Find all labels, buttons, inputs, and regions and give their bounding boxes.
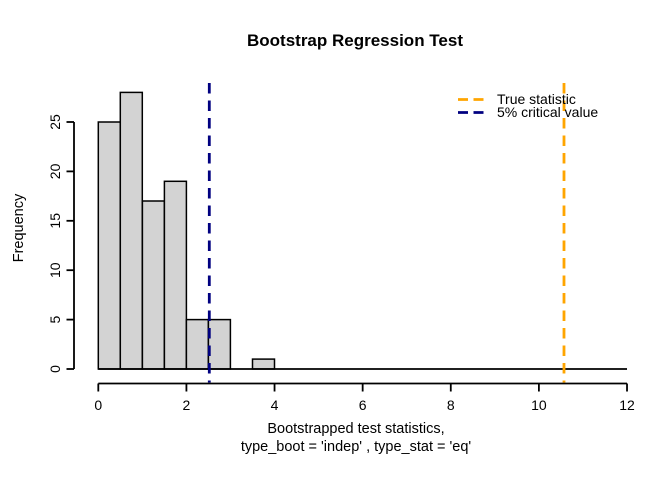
y-tick-label: 0 (47, 365, 63, 373)
y-tick-label: 25 (47, 114, 63, 130)
x-tick-label: 12 (619, 397, 635, 413)
histogram-bar (97, 121, 122, 370)
legend: True statistic 5% critical value (457, 91, 599, 120)
y-tick-label: 15 (47, 213, 63, 229)
histogram-bar (185, 318, 210, 370)
histogram-bar (141, 200, 166, 370)
true-statistic-dash-icon (458, 97, 486, 101)
histogram-bar (119, 91, 144, 370)
x-axis-label-line2: type_boot = 'indep' , type_stat = 'eq' (240, 439, 472, 455)
y-tick-label: 10 (47, 262, 63, 278)
x-axis-label: Bootstrapped test statistics, type_boot … (241, 420, 471, 456)
y-axis-label: Frequency (11, 193, 27, 263)
legend-label-critical-value: 5% critical value (497, 103, 599, 120)
legend-label-true-statistic: True statistic (497, 91, 576, 107)
critical-value-dash-icon (458, 110, 486, 114)
x-tick-label: 8 (447, 397, 455, 413)
histogram-bar (207, 318, 232, 370)
legend-item-critical-value: 5% critical value (457, 103, 599, 120)
y-tick-label: 20 (47, 163, 63, 179)
histogram-bar (163, 180, 188, 370)
y-tick-label: 5 (47, 315, 63, 323)
chart-title: Bootstrap Regression Test (246, 31, 464, 50)
x-tick-label: 4 (271, 397, 279, 413)
legend-item-true-statistic: True statistic (457, 91, 598, 107)
x-axis-label-line1: Bootstrapped test statistics, (267, 421, 445, 437)
x-tick-label: 2 (183, 397, 191, 413)
x-tick-label: 10 (531, 397, 547, 413)
histogram-bar (251, 358, 276, 370)
x-tick-label: 0 (94, 397, 102, 413)
x-tick-label: 6 (359, 397, 367, 413)
